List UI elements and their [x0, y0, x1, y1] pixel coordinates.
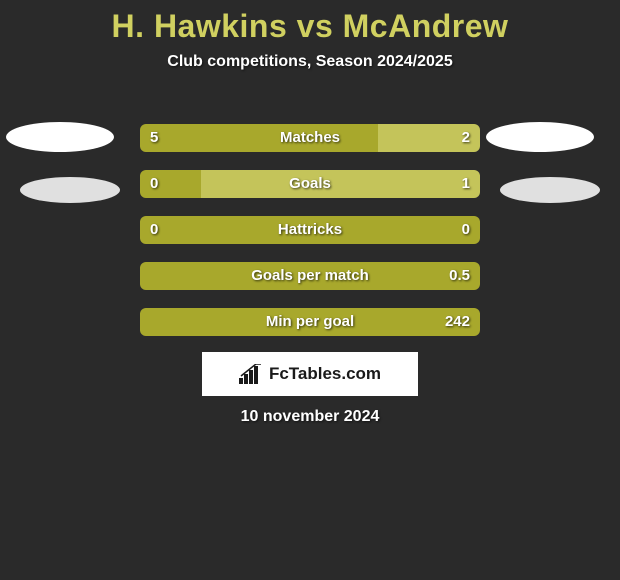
branding-badge: FcTables.com [202, 352, 418, 396]
stat-row: 0.5Goals per match [140, 262, 480, 290]
branding-text: FcTables.com [269, 364, 381, 384]
stat-metric-label: Goals [140, 170, 480, 198]
team-logo-placeholder [486, 122, 594, 152]
chart-bars-icon [239, 364, 263, 384]
team-logo-placeholder [6, 122, 114, 152]
page-subtitle: Club competitions, Season 2024/2025 [0, 53, 620, 71]
stat-row: 01Goals [140, 170, 480, 198]
stat-metric-label: Min per goal [140, 308, 480, 336]
team-logo-placeholder [500, 177, 600, 203]
chart-date: 10 november 2024 [0, 408, 620, 426]
stat-row: 00Hattricks [140, 216, 480, 244]
stat-metric-label: Hattricks [140, 216, 480, 244]
team-logo-placeholder [20, 177, 120, 203]
comparison-chart: H. Hawkins vs McAndrew Club competitions… [0, 0, 620, 580]
stat-rows: 52Matches 01Goals 00Hattricks 0.5Goals per … [140, 124, 480, 354]
stat-metric-label: Matches [140, 124, 480, 152]
page-title: H. Hawkins vs McAndrew [0, 0, 620, 45]
stat-metric-label: Goals per match [140, 262, 480, 290]
stat-row: 52Matches [140, 124, 480, 152]
stat-row: 242Min per goal [140, 308, 480, 336]
